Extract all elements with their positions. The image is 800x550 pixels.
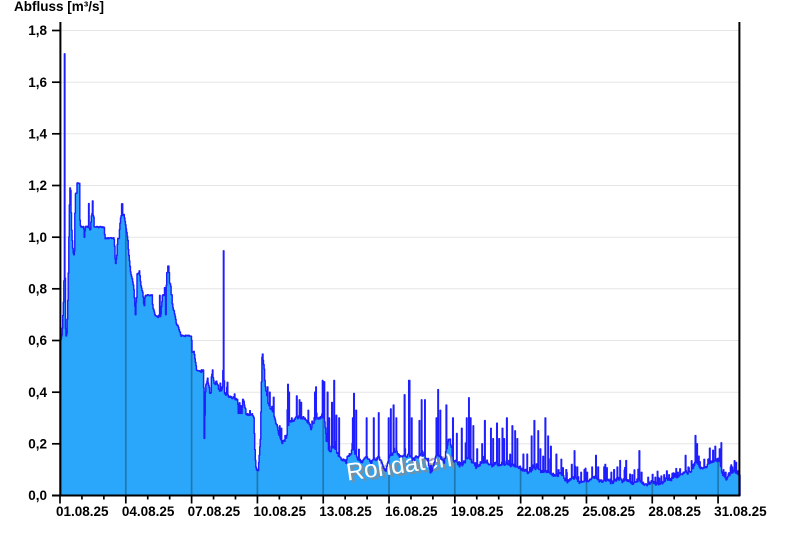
svg-text:1,4: 1,4 (28, 127, 47, 142)
svg-text:0,6: 0,6 (28, 333, 47, 348)
svg-text:25.08.25: 25.08.25 (583, 504, 636, 519)
svg-text:1,6: 1,6 (28, 75, 47, 90)
svg-text:0,2: 0,2 (28, 437, 47, 452)
svg-text:28.08.25: 28.08.25 (648, 504, 701, 519)
svg-text:0,0: 0,0 (28, 488, 47, 503)
svg-text:13.08.25: 13.08.25 (319, 504, 372, 519)
svg-text:0,4: 0,4 (28, 385, 47, 400)
svg-text:04.08.25: 04.08.25 (122, 504, 175, 519)
svg-text:22.08.25: 22.08.25 (517, 504, 570, 519)
svg-text:1,0: 1,0 (28, 230, 47, 245)
svg-text:07.08.25: 07.08.25 (188, 504, 241, 519)
svg-text:1,2: 1,2 (28, 178, 47, 193)
svg-text:1,8: 1,8 (28, 23, 47, 38)
svg-text:01.08.25: 01.08.25 (56, 504, 109, 519)
svg-text:19.08.25: 19.08.25 (451, 504, 504, 519)
svg-text:10.08.25: 10.08.25 (253, 504, 306, 519)
svg-text:16.08.25: 16.08.25 (385, 504, 438, 519)
svg-text:0,8: 0,8 (28, 282, 47, 297)
svg-text:31.08.25: 31.08.25 (714, 504, 767, 519)
svg-text:Abfluss [m³/s]: Abfluss [m³/s] (14, 0, 104, 14)
